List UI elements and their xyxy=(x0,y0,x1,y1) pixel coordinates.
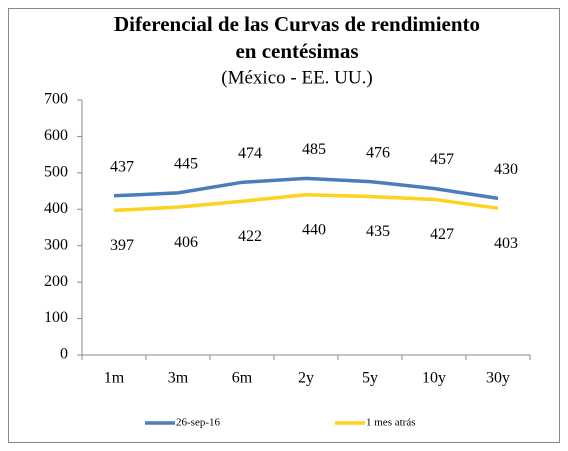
data-label: 485 xyxy=(302,141,326,158)
x-tick-label: 3m xyxy=(168,370,189,387)
data-label: 476 xyxy=(366,144,390,161)
x-tick-label: 5y xyxy=(362,370,378,387)
data-label: 403 xyxy=(494,235,518,252)
y-tick-label: 400 xyxy=(44,200,68,217)
legend-label: 26-sep-16 xyxy=(176,417,220,429)
chart-title: Diferencial de las Curvas de rendimiento xyxy=(114,12,480,36)
series-line xyxy=(113,192,499,213)
y-tick-label: 300 xyxy=(44,236,68,253)
data-label: 437 xyxy=(110,158,134,175)
x-tick-label: 2y xyxy=(298,370,314,387)
data-label: 457 xyxy=(430,151,454,168)
data-label: 397 xyxy=(110,237,134,254)
x-tick-label: 1m xyxy=(104,370,125,387)
x-tick-label: 6m xyxy=(232,370,253,387)
chart-title: en centésimas xyxy=(235,39,358,63)
x-tick-label: 30y xyxy=(486,370,510,387)
y-tick-label: 0 xyxy=(60,346,68,363)
x-tick-label: 10y xyxy=(422,370,446,387)
data-label: 445 xyxy=(174,156,198,173)
y-tick-label: 500 xyxy=(44,164,68,181)
data-label: 435 xyxy=(366,223,390,240)
data-label: 427 xyxy=(430,226,454,243)
data-label: 430 xyxy=(494,161,518,178)
data-label: 422 xyxy=(238,228,262,245)
data-label: 440 xyxy=(302,221,326,238)
y-tick-label: 200 xyxy=(44,273,68,290)
y-tick-label: 600 xyxy=(44,127,68,144)
chart-border xyxy=(8,8,560,443)
y-tick-label: 100 xyxy=(44,309,68,326)
data-label: 474 xyxy=(238,145,262,162)
data-label: 406 xyxy=(174,234,198,251)
chart-subtitle: (México - EE. UU.) xyxy=(221,67,372,88)
legend-label: 1 mes atrás xyxy=(366,417,415,429)
series-line xyxy=(113,176,499,201)
y-tick-label: 700 xyxy=(44,91,68,108)
